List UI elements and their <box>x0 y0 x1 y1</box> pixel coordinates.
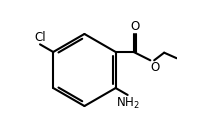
Text: O: O <box>130 20 139 33</box>
Text: Cl: Cl <box>34 31 46 44</box>
Text: O: O <box>151 61 160 74</box>
Text: NH$_2$: NH$_2$ <box>116 96 140 111</box>
